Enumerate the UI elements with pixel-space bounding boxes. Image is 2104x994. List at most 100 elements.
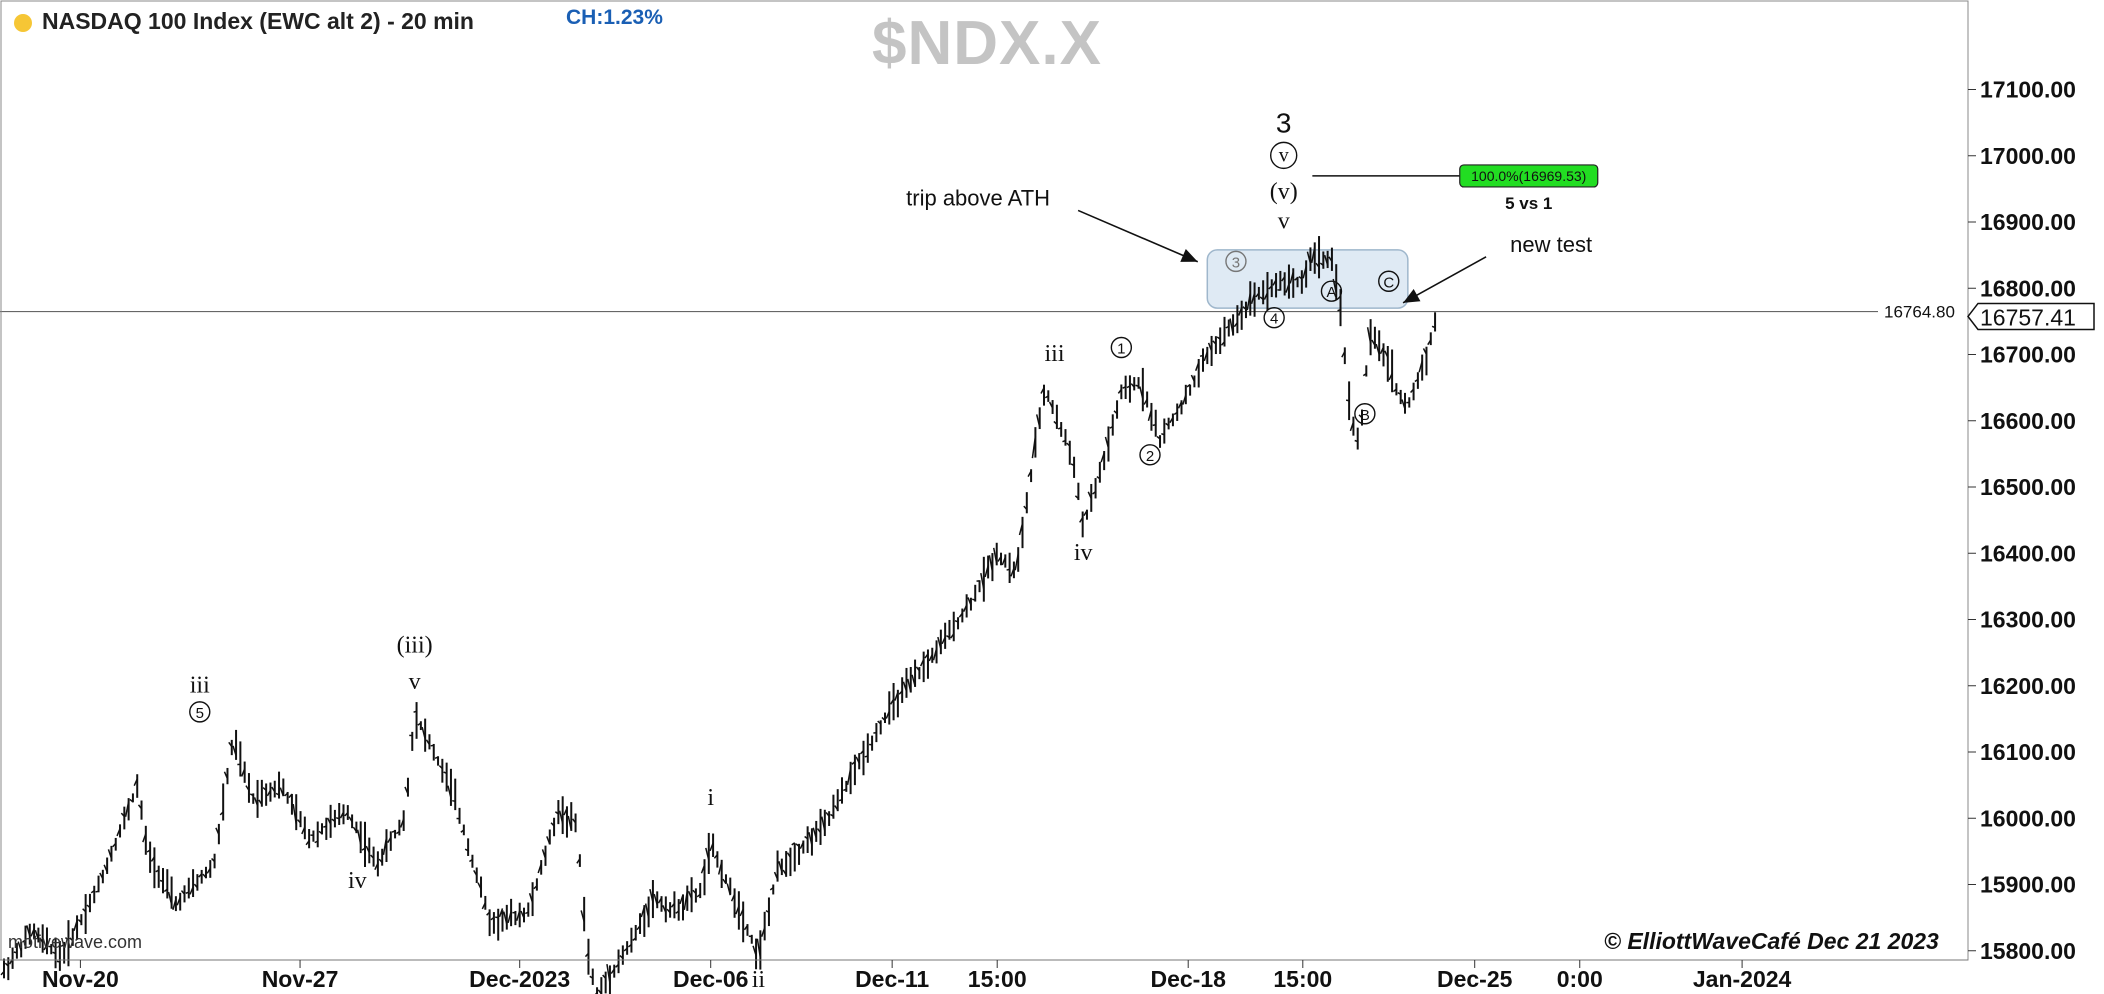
price-bar-open — [464, 848, 469, 852]
price-bar-open — [258, 799, 263, 805]
price-bar-open — [1242, 306, 1247, 310]
price-bar-open — [528, 892, 534, 904]
last-price-label: 16757.41 — [1980, 304, 2076, 330]
price-bar-open — [782, 869, 787, 876]
price-bar-open — [382, 837, 388, 855]
y-tick-label: 16600.00 — [1980, 408, 2076, 434]
y-tick-label: 16400.00 — [1980, 540, 2076, 566]
wave-label: iv — [1074, 540, 1093, 566]
price-bar-open — [567, 815, 573, 831]
wave-label: (v) — [1270, 179, 1298, 205]
x-tick-label: 0:00 — [1557, 966, 1603, 992]
price-bar-open — [211, 857, 216, 863]
price-bar-open — [541, 849, 547, 859]
price-bar-open — [1289, 271, 1294, 284]
price-bar-open — [1109, 425, 1114, 429]
price-bar-open — [348, 816, 353, 823]
price-bar-open — [988, 555, 994, 572]
wave-label-circle — [189, 701, 211, 723]
price-bar-open — [374, 862, 379, 871]
price-bar-open — [571, 818, 577, 824]
price-bar-open — [22, 939, 26, 943]
price-bar-open — [679, 894, 684, 905]
price-bar-open — [1186, 383, 1191, 388]
price-bar-open — [223, 771, 229, 780]
price-bar-open — [52, 951, 56, 955]
price-bar-open — [331, 818, 336, 823]
price-bar-open — [275, 792, 280, 796]
price-bar-open — [323, 825, 327, 828]
price-bar-open — [1014, 553, 1019, 571]
price-bar-open — [399, 818, 405, 828]
price-bar-open — [185, 891, 190, 894]
price-bar-open — [1315, 262, 1320, 268]
price-bar-open — [417, 722, 422, 726]
price-bar-open — [992, 547, 998, 565]
price-bar-open — [1169, 417, 1174, 424]
price-bar-open — [894, 691, 899, 701]
price-bar-open — [946, 635, 950, 639]
price-bar-open — [434, 756, 439, 760]
price-bar-open — [795, 843, 800, 847]
price-bar-open — [962, 604, 968, 613]
price-bar-open — [17, 941, 22, 952]
price-bar-open — [756, 938, 762, 958]
price-bar-open — [112, 842, 117, 848]
price-bar-open — [421, 726, 426, 740]
price-bar-open — [1139, 386, 1144, 400]
price-bar-open — [1268, 285, 1273, 290]
price-bar-open — [808, 831, 813, 846]
price-bar-open — [43, 944, 48, 951]
price-bar-open — [1147, 409, 1153, 422]
y-tick-label: 16200.00 — [1980, 673, 2076, 699]
wave-label: i — [707, 785, 714, 811]
price-bar-open — [447, 785, 452, 799]
price-bar-open — [924, 653, 929, 659]
price-bar-open — [889, 698, 895, 705]
price-bar-open — [687, 890, 693, 899]
price-bar-open — [124, 801, 130, 817]
target-label-box — [1459, 164, 1599, 188]
y-tick-label: 15900.00 — [1980, 872, 2076, 898]
wave-label-circle — [1378, 270, 1400, 292]
price-bar-open — [469, 858, 473, 863]
price-bar-open — [1087, 491, 1092, 499]
price-bar-open — [279, 787, 285, 797]
price-bar-open — [69, 937, 74, 942]
price-bar-open — [821, 816, 826, 832]
price-bar-open — [1035, 414, 1041, 428]
price-bar-open — [765, 909, 770, 913]
price-bar-open — [589, 975, 594, 979]
price-bar-open — [1392, 388, 1397, 393]
price-bar-open — [1246, 292, 1252, 311]
price-bar-open — [627, 943, 632, 948]
price-bar-open — [163, 888, 168, 893]
price-bar-open — [550, 822, 555, 827]
price-bar-open — [296, 819, 302, 824]
price-bar-open — [855, 756, 860, 764]
price-bar-open — [615, 963, 620, 968]
y-tick-label: 17000.00 — [1980, 143, 2076, 169]
price-bar-open — [1173, 411, 1178, 416]
source-label: motivewave.com — [8, 932, 143, 952]
price-bar-open — [1113, 410, 1118, 415]
price-bar-open — [954, 619, 959, 623]
price-bar-open — [1001, 556, 1007, 566]
price-bar-open — [1233, 322, 1238, 328]
price-bar-open — [730, 893, 736, 902]
price-bar-open — [537, 863, 542, 874]
price-bar-open — [1349, 421, 1355, 432]
wave-label: 4 — [1270, 311, 1278, 328]
price-bar-open — [1048, 401, 1054, 409]
price-bar-open — [743, 925, 749, 931]
price-bar-open — [885, 710, 890, 719]
price-bar-open — [1388, 373, 1393, 381]
price-bar-open — [1165, 422, 1170, 427]
price-bar-open — [344, 812, 349, 817]
wave-label: C — [1383, 274, 1394, 291]
price-bar-open — [898, 690, 903, 695]
wave-label: v — [1278, 209, 1290, 235]
price-bar-open — [56, 960, 61, 963]
price-bar-open — [597, 989, 602, 994]
price-bar-open — [606, 964, 611, 984]
